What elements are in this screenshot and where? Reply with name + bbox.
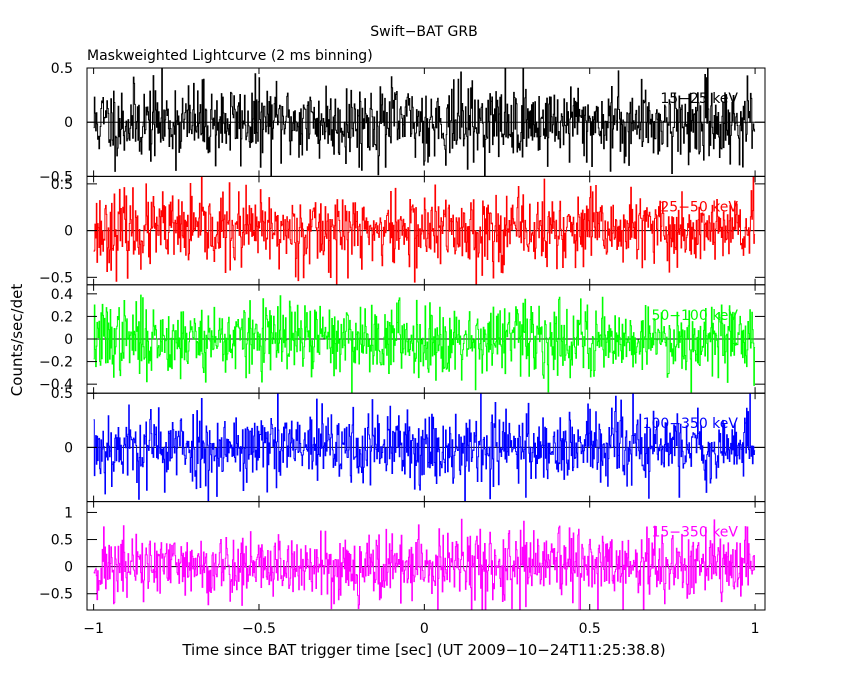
x-tick-label: 0.5 (579, 621, 601, 637)
y-axis-label: Counts/sec/det (8, 284, 26, 397)
x-tick-label: 0 (420, 621, 429, 637)
y-tick-label: 0.5 (51, 533, 73, 549)
y-tick-label: 0.2 (51, 309, 73, 325)
band-label-2: 25−50 keV (660, 199, 738, 215)
band-label-5: 15−350 keV (651, 525, 738, 541)
panel-2: 25−50 keV 0.5 0 −0.5 (39, 175, 766, 286)
y-tick-label: 0 (64, 224, 73, 240)
band-label-3: 50−100 keV (651, 308, 738, 324)
y-tick-label: 0.4 (51, 287, 73, 303)
y-tick-label: −0.5 (39, 270, 73, 286)
panel-5: 15−350 keV 1 0.5 0 −0.5 (39, 501, 766, 611)
chart-subtitle: Maskweighted Lightcurve (2 ms binning) (87, 48, 373, 64)
y-tick-label: −0.4 (39, 377, 73, 393)
lightcurve-series-2 (93, 176, 756, 285)
y-tick-label: 0 (64, 440, 73, 456)
y-tick-label: 0 (64, 560, 73, 576)
lightcurve-series-5 (93, 518, 756, 611)
x-tick-label: −1 (83, 621, 104, 637)
band-label-1: 15−25 keV (660, 91, 738, 107)
y-tick-label: 0.5 (51, 177, 73, 193)
y-tick-label: −0.2 (39, 355, 73, 371)
panel-4: 100−350 keV 0.5 0 (51, 386, 766, 503)
y-tick-label: −0.5 (39, 587, 73, 603)
x-axis-label: Time since BAT trigger time [sec] (UT 20… (181, 641, 665, 659)
lightcurve-series-1 (93, 68, 756, 177)
x-tick-label: 1 (751, 621, 760, 637)
panel-1: 15−25 keV 0.5 0 −0.5 (39, 61, 766, 185)
lightcurve-series-4 (93, 393, 756, 502)
panel-frame (86, 501, 766, 611)
y-tick-label: 1 (64, 505, 73, 521)
y-tick-label: 0.5 (51, 61, 73, 77)
band-label-4: 100−350 keV (643, 416, 739, 432)
y-tick-label: 0 (64, 115, 73, 131)
y-tick-label: 0 (64, 332, 73, 348)
y-tick-label: 0.5 (51, 386, 73, 402)
chart-title: Swift−BAT GRB (370, 24, 477, 40)
panel-3: 50−100 keV 0.4 0.2 0 −0.2 −0.4 (39, 284, 766, 394)
y-tick-label: −0.5 (39, 169, 73, 185)
x-axis: −1 −0.5 0 0.5 1 (83, 621, 759, 637)
x-tick-label: −0.5 (242, 621, 276, 637)
lightcurve-series-3 (93, 294, 756, 394)
